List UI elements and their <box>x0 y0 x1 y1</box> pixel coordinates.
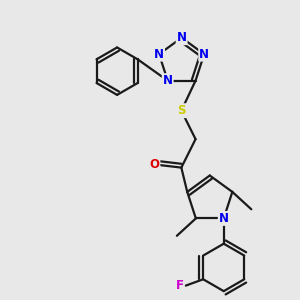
Text: N: N <box>199 48 209 61</box>
Text: S: S <box>177 104 186 117</box>
Text: N: N <box>154 48 164 61</box>
Text: F: F <box>176 279 184 292</box>
Text: N: N <box>219 212 229 225</box>
Text: N: N <box>163 74 173 87</box>
Text: O: O <box>149 158 160 171</box>
Text: N: N <box>177 31 187 44</box>
